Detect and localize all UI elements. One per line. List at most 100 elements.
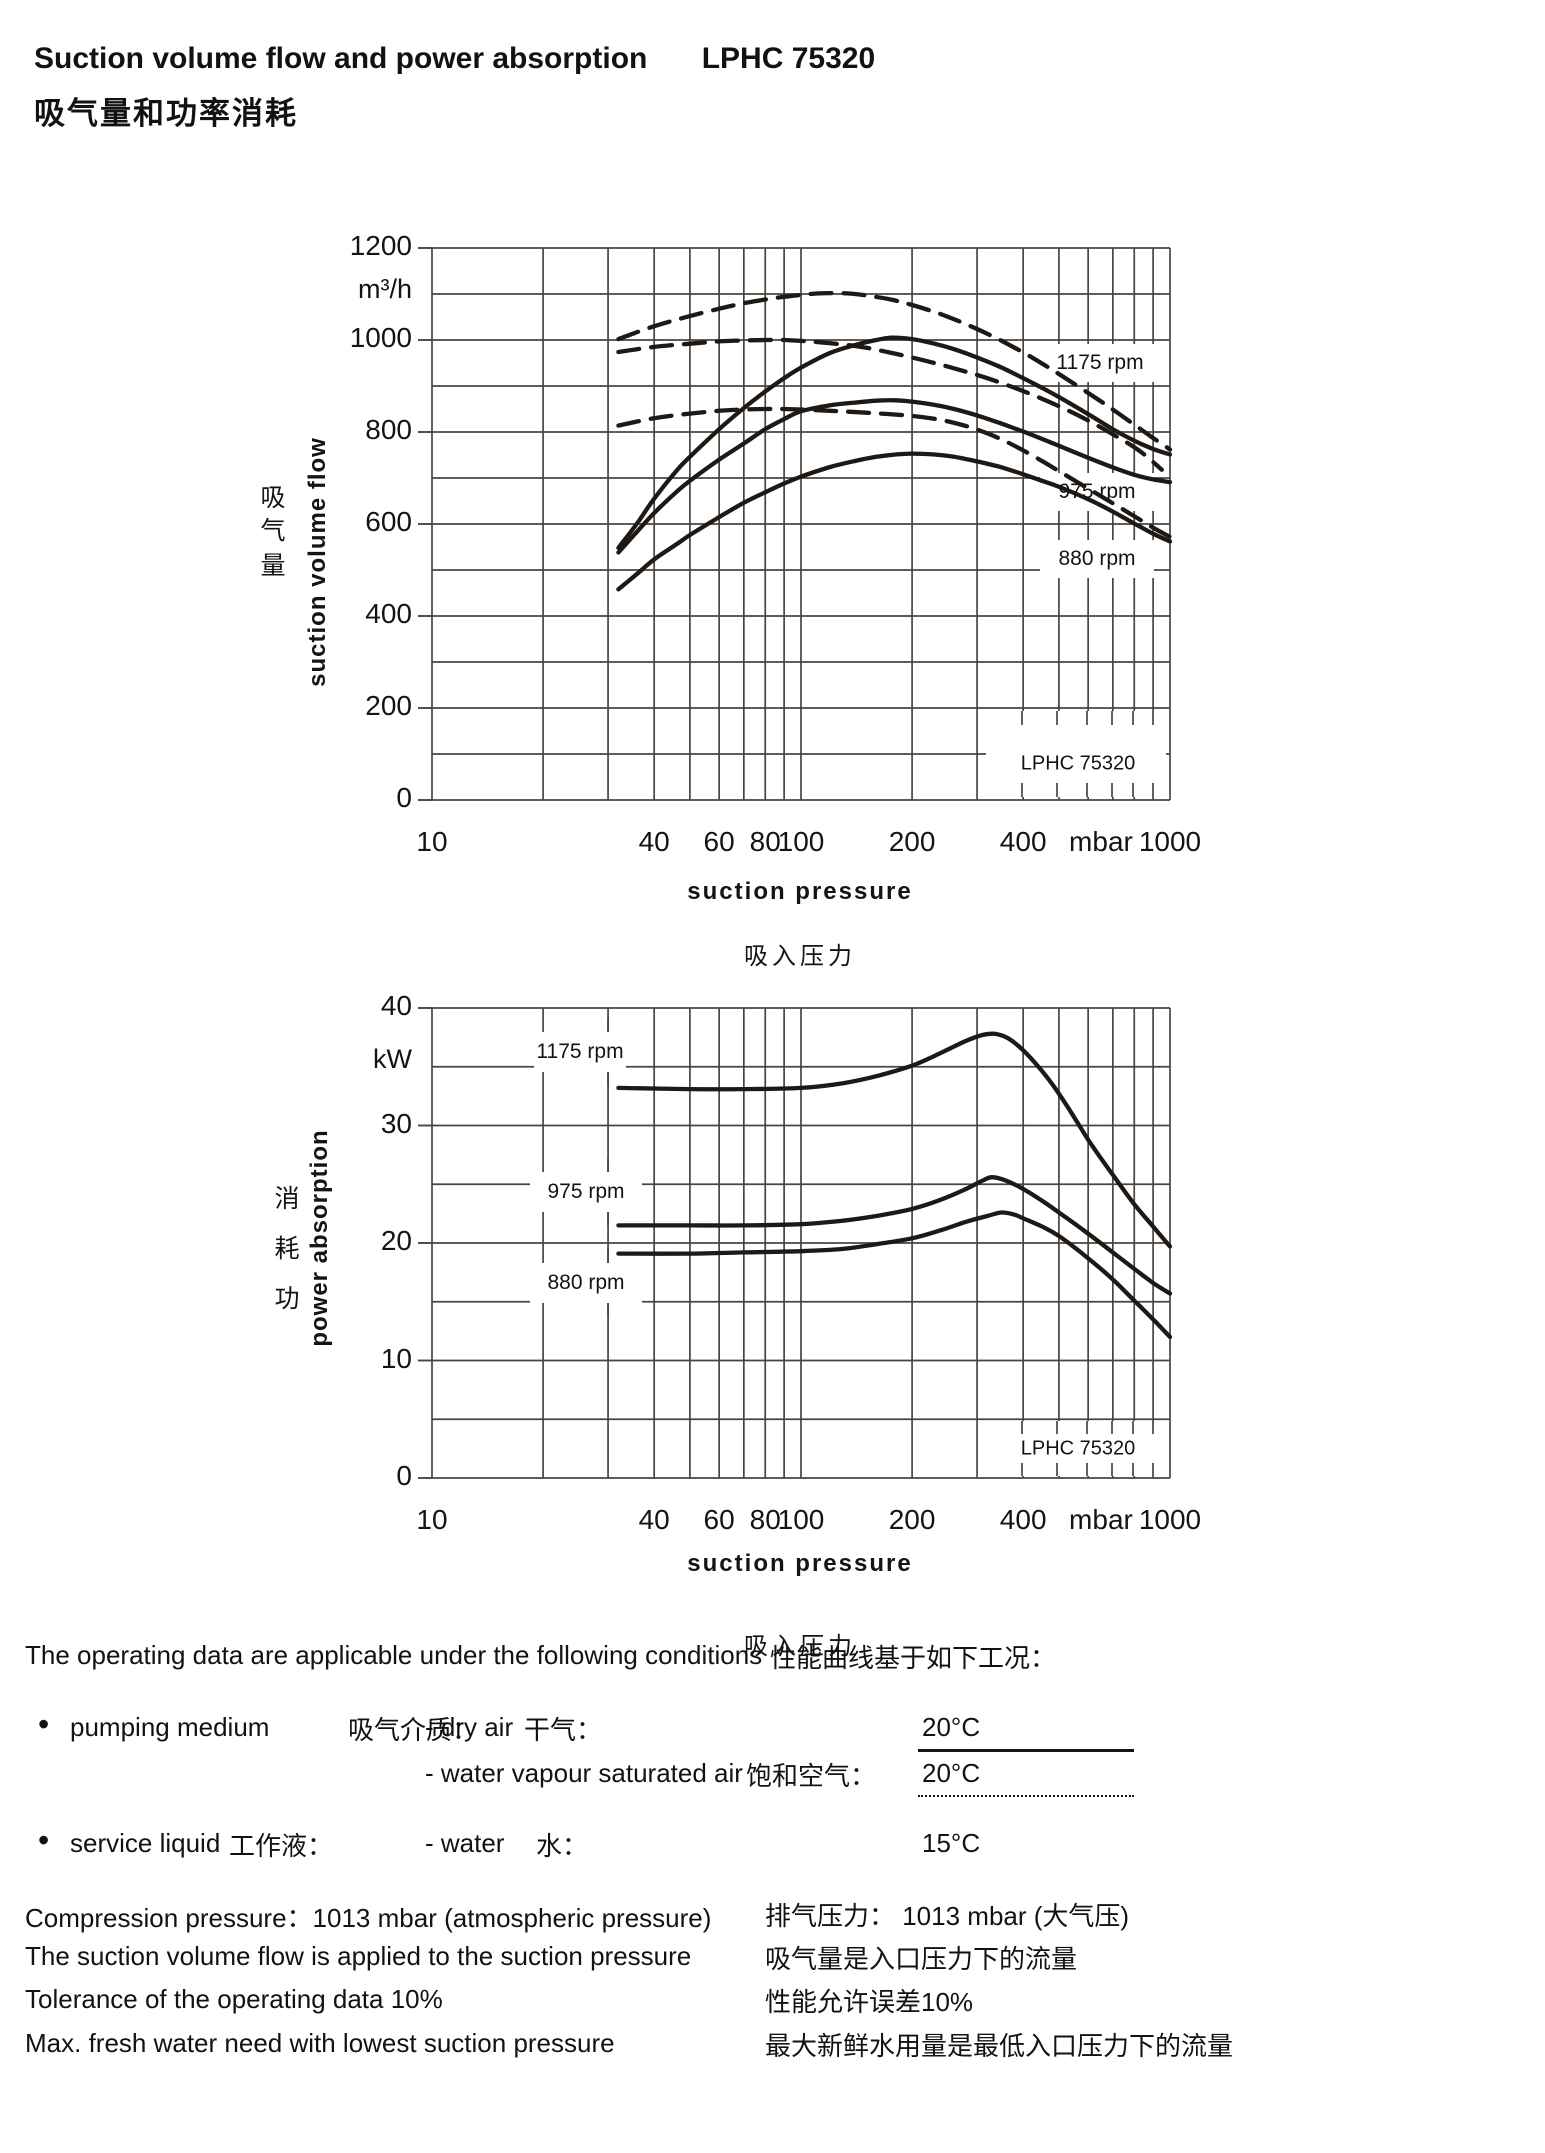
note-compression-zh: 排气压力： 1013 mbar (大气压) [765,1901,1130,1931]
rpm-label: 1175 rpm [536,1040,624,1063]
dry-air-line-style-solid [918,1749,1134,1752]
page-title: Suction volume flow and power absorption… [34,42,875,76]
x-axis-title: suction pressure [687,878,913,905]
x-tick-label: 80 [749,826,781,857]
bullet-icon: • [38,1706,50,1742]
x-axis-title-zh: 吸入压力 [744,943,856,970]
y-axis-title: suction volume flow [304,437,331,687]
y-axis-unit: kW [373,1044,412,1074]
saturated-air-label-zh: 饱和空气： [746,1761,877,1791]
rpm-label: 975 rpm [1058,480,1136,503]
x-tick-label: 10 [416,826,448,857]
y-tick-label: 1200 [349,230,412,261]
dry-air-label-zh: 干气： [524,1715,603,1745]
label-box [530,1263,642,1303]
rpm-label: 1175 rpm [1056,351,1144,374]
pumping-medium-label-en: pumping medium [70,1712,270,1742]
note-compression-en: Compression pressure：1013 mbar (atmosphe… [25,1903,712,1933]
x-tick-label: 200 [888,1504,936,1535]
note-freshwater-zh: 最大新鲜水用量是最低入口压力下的流量 [765,2031,1234,2061]
y-axis-title-zh-char: 吸 [260,484,286,512]
rpm-label: 880 rpm [547,1271,625,1294]
x-tick-label: 40 [638,826,670,857]
saturated-air-line-style-dashed [918,1795,1134,1797]
bullet-icon: • [38,1822,50,1858]
y-axis-title: power absorption [306,1129,333,1347]
pumping-medium-label-zh: 吸气介质： [348,1715,479,1745]
note-flow-en: The suction volume flow is applied to th… [25,1941,692,1971]
dry-air-temperature: 20°C [922,1712,981,1742]
x-axis-title: suction pressure [687,1550,913,1577]
curve-975-dry [616,398,1173,555]
y-tick-label: 40 [380,990,412,1021]
y-tick-label: 0 [396,782,412,813]
note-tolerance-zh: 性能允许误差10% [765,1987,974,2017]
curve-975-saturated [616,337,1164,472]
chart-model-label: LPHC 75320 [1020,752,1136,775]
rpm-label: 975 rpm [547,1180,625,1203]
y-tick-label: 30 [380,1107,412,1139]
x-tick-label: 60 [703,826,735,857]
x-tick-label: 40 [638,1504,670,1535]
chart-model-label: LPHC 75320 [1020,1437,1136,1460]
service-liquid-label-zh: 工作液： [229,1831,334,1861]
curve-1175-dry [616,1031,1173,1249]
y-tick-label: 400 [365,598,412,629]
label-box [530,1172,642,1212]
page-title-en: Suction volume flow and power absorption [34,42,648,75]
dry-air-label-en: - dry air [425,1712,514,1742]
y-tick-label: 800 [365,414,412,445]
label-box [534,1032,626,1072]
rpm-label: 880 rpm [1058,547,1136,570]
x-tick-label: 200 [888,826,936,857]
x-tick-label: 1000 [1138,826,1202,857]
model-label-box [986,711,1166,797]
page-title-model: LPHC 75320 [701,42,876,75]
x-axis-unit: mbar [1069,1504,1133,1535]
note-flow-zh: 吸气量是入口压力下的流量 [765,1944,1078,1974]
conditions-intro-zh: 性能曲线基于如下工况： [770,1643,1057,1673]
label-box [1040,540,1154,578]
page-title-zh: 吸气量和功率消耗 [34,96,298,131]
x-tick-label: 400 [999,1504,1047,1535]
x-tick-label: 60 [703,1504,735,1535]
x-tick-label: 80 [749,1504,781,1535]
y-axis-title-zh-char: 量 [260,552,286,580]
x-tick-label: 400 [999,826,1047,857]
model-label-box [986,1421,1166,1476]
y-tick-label: 1000 [349,322,412,353]
conditions-intro-en: The operating data are applicable under … [25,1640,763,1670]
note-freshwater-en: Max. fresh water need with lowest suctio… [25,2028,615,2058]
service-liquid-label-en: service liquid [70,1828,221,1858]
curve-880-dry [616,451,1173,592]
note-tolerance-en: Tolerance of the operating data 10% [25,1984,443,2014]
y-axis-title-zh-char: 气 [260,517,286,545]
curve-975-dry [616,1175,1173,1296]
x-axis-title-zh: 吸入压力 [744,1633,856,1660]
service-liquid-temperature: 15°C [922,1828,981,1858]
water-label-en: - water [425,1828,505,1858]
y-tick-label: 20 [380,1225,412,1256]
curve-880-saturated [616,406,1173,540]
y-tick-label: 0 [396,1460,412,1491]
saturated-air-label-en: - water vapour saturated air [425,1758,743,1788]
curve-880-dry [616,1210,1173,1340]
curve-1175-dry [616,335,1173,551]
water-label-zh: 水： [536,1831,589,1861]
x-tick-label: 1000 [1138,1504,1202,1535]
y-axis-title-zh-char: 消 [274,1185,300,1213]
y-tick-label: 10 [380,1342,412,1374]
curve-1175-saturated [616,290,1173,452]
y-axis-title-zh-char: 耗 [274,1235,300,1263]
y-tick-label: 200 [365,690,412,721]
x-axis-unit: mbar [1069,826,1133,857]
x-tick-label: 100 [777,826,825,857]
y-tick-label: 600 [365,506,412,537]
saturated-air-temperature: 20°C [922,1758,981,1788]
y-axis-unit: m³/h [358,274,412,304]
x-tick-label: 10 [416,1504,448,1535]
y-axis-title-zh-char: 功 [274,1285,300,1313]
x-tick-label: 100 [777,1504,825,1535]
